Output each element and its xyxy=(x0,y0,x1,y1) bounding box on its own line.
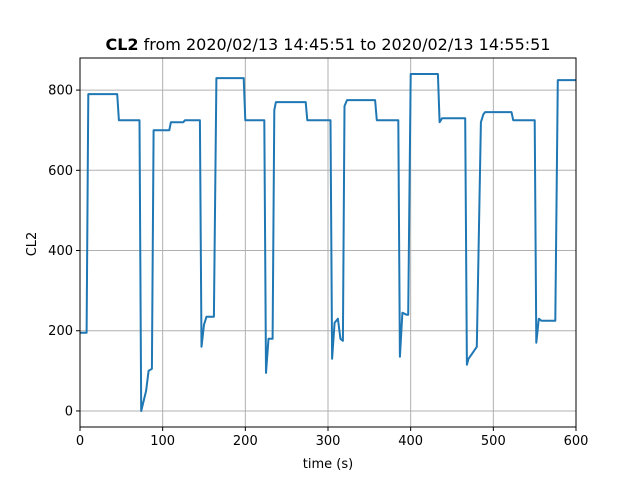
grid-lines xyxy=(79,58,577,427)
series-layer xyxy=(80,73,576,412)
x-tick-label: 300 xyxy=(316,434,341,449)
chart-title-rest: from 2020/02/13 14:45:51 to 2020/02/13 1… xyxy=(139,35,551,54)
series-line-0 xyxy=(80,73,576,412)
y-tick-label: 200 xyxy=(48,324,73,339)
y-tick-label: 400 xyxy=(48,244,73,259)
x-tick-label: 600 xyxy=(564,434,589,449)
x-tick-label: 500 xyxy=(481,434,506,449)
y-axis-label: CL2 xyxy=(25,232,40,257)
chart-title: CL2 from 2020/02/13 14:45:51 to 2020/02/… xyxy=(105,35,550,54)
y-tick-label: 800 xyxy=(48,84,73,99)
x-tick-label: 100 xyxy=(150,434,175,449)
chart-title-bold: CL2 xyxy=(105,35,138,54)
y-tick-label: 600 xyxy=(48,164,73,179)
y-tick-label: 0 xyxy=(65,404,73,419)
x-axis-label: time (s) xyxy=(303,457,353,472)
x-tick-label: 200 xyxy=(233,434,258,449)
x-tick-label: 0 xyxy=(76,434,84,449)
axis-ticks: 0 100 200 300 400 500 600 0 200 400 600 800 xyxy=(48,84,588,449)
x-tick-label: 400 xyxy=(398,434,423,449)
